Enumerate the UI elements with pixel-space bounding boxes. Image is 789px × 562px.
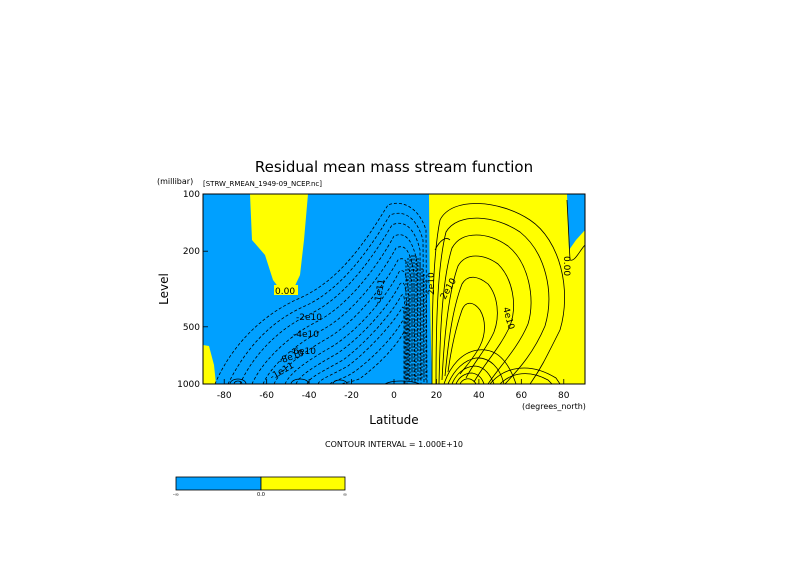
contour-interval-text: CONTOUR INTERVAL = 1.000E+10 bbox=[325, 440, 463, 449]
contour-label: 2e10 bbox=[427, 272, 437, 295]
y-units-label: (millibar) bbox=[157, 177, 193, 186]
y-axis-title: Level bbox=[157, 273, 171, 305]
x-tick-label: 60 bbox=[516, 391, 528, 401]
x-tick-label: 20 bbox=[431, 391, 443, 401]
x-tick-label: -80 bbox=[217, 391, 232, 401]
x-tick-label: -60 bbox=[259, 391, 274, 401]
chart-subtitle: [STRW_RMEAN_1949-09_NCEP.nc] bbox=[203, 180, 322, 188]
tropical-dense-contours bbox=[405, 255, 427, 380]
surface-contours bbox=[229, 378, 421, 384]
contour-label: -6e10 bbox=[290, 347, 316, 357]
contour-label: 0.00 bbox=[275, 287, 295, 297]
y-tick-label: 200 bbox=[183, 247, 200, 257]
negative-contours bbox=[214, 202, 428, 384]
x-axis-title: Latitude bbox=[369, 413, 418, 427]
colorbar-positive-swatch bbox=[260, 476, 346, 491]
y-tick-label: 1000 bbox=[177, 380, 200, 390]
colorbar-label: 0.0 bbox=[257, 492, 265, 498]
contour-label: 0.00 bbox=[561, 256, 571, 276]
contour-label: -2e10 bbox=[296, 313, 322, 323]
y-tick-label: 500 bbox=[183, 323, 200, 333]
chart-title: Residual mean mass stream function bbox=[255, 158, 533, 176]
x-axis: -80 -60 -40 -20 0 20 40 60 80 bbox=[217, 379, 570, 401]
colorbar-negative-swatch bbox=[175, 476, 262, 491]
colorbar-label: ∞ bbox=[343, 492, 347, 498]
x-tick-label: -40 bbox=[302, 391, 317, 401]
contour-label: -4e10 bbox=[293, 330, 319, 340]
positive-region-upper-sh bbox=[250, 194, 308, 292]
y-tick-label: 100 bbox=[183, 190, 200, 200]
x-tick-label: 80 bbox=[558, 391, 570, 401]
x-tick-label: -20 bbox=[344, 391, 359, 401]
x-tick-label: 0 bbox=[391, 391, 397, 401]
x-tick-label: 40 bbox=[473, 391, 485, 401]
colorbar-label: -∞ bbox=[173, 492, 179, 498]
positive-region-polar-sh bbox=[203, 345, 216, 384]
y-axis: 100 200 500 1000 bbox=[177, 190, 208, 390]
x-axis-units: (degrees_north) bbox=[522, 402, 586, 411]
positive-contours bbox=[431, 199, 585, 384]
contour-label: -1e11 bbox=[373, 278, 387, 305]
colorbar: -∞ 0.0 ∞ bbox=[173, 476, 347, 498]
positive-region-nh bbox=[429, 194, 585, 384]
